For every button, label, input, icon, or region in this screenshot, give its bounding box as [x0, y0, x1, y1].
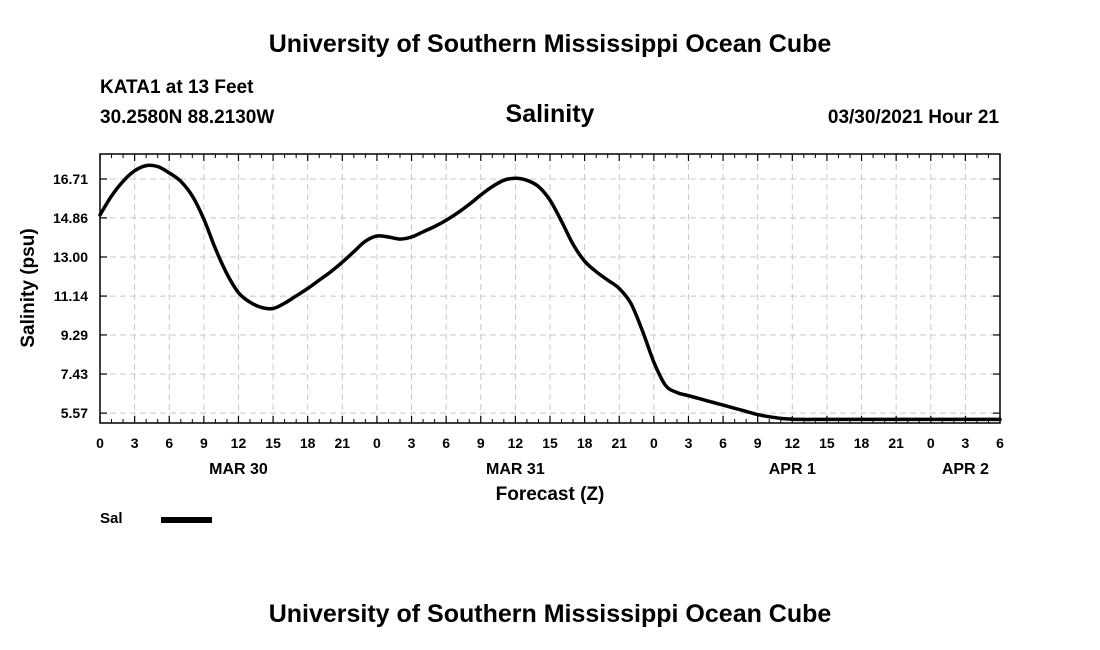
- x-tick-label: 12: [785, 435, 801, 451]
- y-tick-label: 13.00: [53, 249, 88, 265]
- x-tick-label: 3: [685, 435, 693, 451]
- page-title: University of Southern Mississippi Ocean…: [268, 30, 832, 58]
- x-tick-label: 6: [165, 435, 173, 451]
- x-tick-label: 0: [927, 435, 935, 451]
- salinity-series-line: [98, 163, 1002, 422]
- station-name: KATA1 at 13 Feet: [100, 77, 254, 98]
- x-tick-label: 21: [611, 435, 627, 451]
- x-tick-label: 3: [408, 435, 416, 451]
- x-tick-label: 6: [442, 435, 450, 451]
- x-tick-label: 0: [650, 435, 658, 451]
- x-tick-label: 18: [300, 435, 316, 451]
- x-tick-label: 3: [131, 435, 139, 451]
- station-coordinates: 30.2580N 88.2130W: [100, 107, 275, 128]
- salinity-chart: 5.57 7.43 9.29 11.14 13.00 14.86 16.71 0 3 6 9 12 15…: [18, 153, 1004, 505]
- plot-frame: [99, 153, 1001, 424]
- x-tick-label: 18: [854, 435, 870, 451]
- legend-label-sal: Sal: [100, 510, 123, 527]
- x-tick-label: 9: [477, 435, 485, 451]
- footer-title: University of Southern Mississippi Ocean…: [268, 600, 832, 628]
- date-label: APR 1: [769, 461, 816, 478]
- x-tick-label: 6: [719, 435, 727, 451]
- x-tick-label: 15: [265, 435, 281, 451]
- y-tick-label: 16.71: [53, 171, 88, 187]
- x-tick-label: 21: [335, 435, 351, 451]
- x-tick-label: 12: [508, 435, 524, 451]
- date-label: MAR 31: [486, 461, 545, 478]
- x-tick-label: 3: [961, 435, 969, 451]
- y-tick-label: 11.14: [54, 288, 88, 304]
- x-tick-label: 0: [373, 435, 381, 451]
- x-tick-label: 12: [231, 435, 247, 451]
- x-tick-label: 0: [96, 435, 104, 451]
- x-axis-label: Forecast (Z): [496, 484, 605, 505]
- y-tick-label: 7.43: [61, 366, 88, 382]
- grid-lines: [100, 154, 1000, 423]
- legend-swatch-sal: [161, 517, 212, 523]
- x-tick-label: 15: [542, 435, 558, 451]
- x-tick-label: 9: [200, 435, 208, 451]
- chart-title: Salinity: [505, 100, 595, 128]
- y-tick-label: 9.29: [61, 327, 88, 343]
- forecast-datetime: 03/30/2021 Hour 21: [827, 107, 999, 128]
- date-label: APR 2: [942, 461, 989, 478]
- x-tick-label: 6: [996, 435, 1004, 451]
- x-tick-label: 15: [819, 435, 835, 451]
- x-tick-label: 18: [577, 435, 593, 451]
- y-tick-label: 14.86: [53, 210, 88, 226]
- date-label: MAR 30: [209, 461, 268, 478]
- x-tick-label: 9: [754, 435, 762, 451]
- y-tick-label: 5.57: [61, 405, 88, 421]
- axis-labels: 5.57 7.43 9.29 11.14 13.00 14.86 16.71 0 3 6 9 12 15…: [53, 171, 1004, 478]
- x-tick-label: 21: [888, 435, 904, 451]
- y-axis-label: Salinity (psu): [18, 228, 39, 347]
